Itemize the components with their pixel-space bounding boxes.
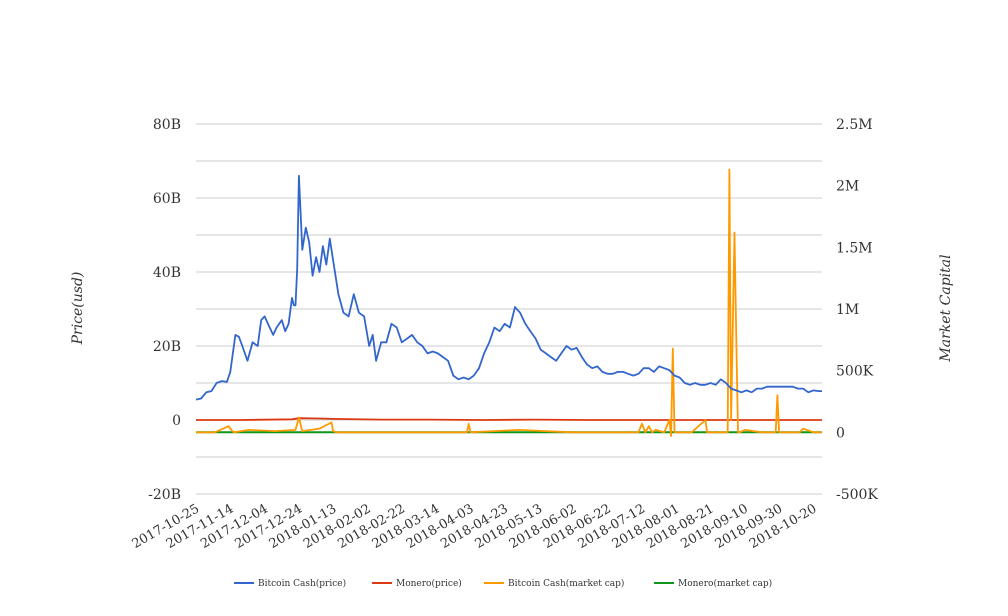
y-tick-label: 0 (172, 413, 181, 429)
series-line-2 (196, 168, 822, 437)
series-line-1 (196, 417, 822, 421)
y2-tick-label: 0 (836, 425, 845, 441)
series-line-0 (195, 174, 822, 401)
y2-tick-label: 2.5M (836, 117, 873, 133)
legend-label: Bitcoin Cash(price) (258, 578, 346, 589)
y2-tick-label: 2M (836, 179, 859, 195)
y2-axis-title: Market Capital (938, 254, 954, 362)
y-tick-label: 80B (153, 117, 181, 133)
legend-label: Monero(price) (396, 578, 462, 589)
y2-tick-label: 1M (836, 302, 859, 318)
y2-tick-label: 500K (836, 364, 874, 380)
legend-label: Bitcoin Cash(market cap) (508, 578, 624, 589)
y-axis-right-ticks: 2.5M 2M 1.5M 1M 500K 0 -500K (836, 117, 878, 503)
x-axis-ticks: 2017-10-252017-11-142017-12-042017-12-24… (130, 501, 820, 551)
y2-tick-label: -500K (836, 487, 878, 503)
y-tick-label: 20B (153, 339, 181, 355)
legend-label: Monero(market cap) (678, 578, 772, 589)
y-axis-left-ticks: 80B 60B 40B 20B 0 -20B (148, 117, 181, 503)
series-lines (195, 168, 822, 437)
legend: Bitcoin Cash(price) Monero(price) Bitcoin … (234, 578, 772, 589)
y-axis-title: Price(usd) (70, 272, 86, 346)
y2-tick-label: 1.5M (836, 240, 873, 256)
y-tick-label: 60B (153, 191, 181, 207)
y-tick-label: 40B (153, 265, 181, 281)
y-tick-label: -20B (148, 487, 181, 503)
